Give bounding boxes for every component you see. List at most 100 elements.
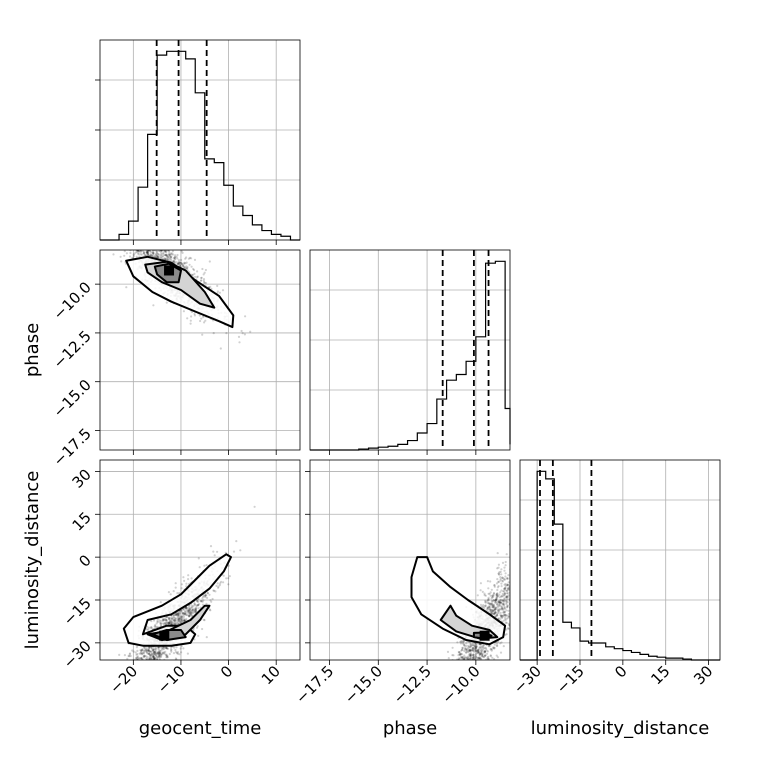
y-axis-title-phase: phase <box>22 323 43 377</box>
sample-point <box>185 606 188 610</box>
sample-point <box>177 259 181 262</box>
sample-point <box>524 541 526 543</box>
sample-point <box>505 601 508 604</box>
sample-point <box>160 653 163 656</box>
sample-point <box>179 615 182 618</box>
sample-point <box>501 579 504 582</box>
sample-point <box>487 655 490 658</box>
sample-point <box>146 251 149 254</box>
sample-point <box>171 241 173 243</box>
density-peak <box>479 630 490 641</box>
sample-point <box>154 244 156 246</box>
sample-point <box>153 651 156 654</box>
sample-point <box>480 652 483 655</box>
sample-point <box>134 665 136 667</box>
sample-point <box>84 198 86 200</box>
sample-point <box>162 619 165 622</box>
sample-point <box>196 599 199 603</box>
sample-point <box>141 246 143 248</box>
sample-point <box>478 657 481 660</box>
sample-point <box>449 662 451 664</box>
sample-point <box>145 650 148 653</box>
sample-point <box>494 614 497 617</box>
sample-point <box>137 250 140 253</box>
sample-point <box>147 688 149 690</box>
sample-point <box>508 624 510 627</box>
sample-point <box>164 250 167 253</box>
sample-point <box>205 564 208 567</box>
sample-point <box>450 711 452 713</box>
sample-point <box>158 657 161 660</box>
sample-point <box>187 609 190 613</box>
sample-point <box>492 606 495 609</box>
sample-point <box>461 667 463 669</box>
sample-point <box>193 312 196 315</box>
sample-point <box>143 654 147 658</box>
sample-point <box>140 250 143 252</box>
sample-point <box>138 667 140 669</box>
sample-point <box>495 654 498 657</box>
sample-point <box>487 592 490 595</box>
sample-point <box>237 335 241 338</box>
sample-point <box>134 236 136 238</box>
sample-point <box>480 661 482 663</box>
sample-point <box>507 609 510 612</box>
sample-point <box>217 585 220 588</box>
sample-point <box>140 686 142 688</box>
sample-point <box>125 252 128 255</box>
sample-point <box>141 690 143 692</box>
sample-point <box>516 557 518 559</box>
sample-point <box>455 713 457 715</box>
sample-point <box>140 679 142 681</box>
sample-point <box>468 648 471 651</box>
sample-point <box>127 247 129 249</box>
sample-point <box>144 647 147 651</box>
sample-point <box>501 614 504 618</box>
sample-point <box>439 712 441 714</box>
sample-point <box>152 248 154 250</box>
sample-point <box>206 592 209 595</box>
sample-point <box>489 580 492 583</box>
sample-point <box>185 609 189 612</box>
sample-point <box>203 619 206 622</box>
sample-point <box>174 618 177 621</box>
sample-point <box>450 672 452 674</box>
sample-point <box>178 261 181 264</box>
sample-point <box>149 653 152 656</box>
sample-point <box>164 248 166 250</box>
sample-point <box>185 267 189 270</box>
sample-point <box>152 655 155 659</box>
sample-point <box>205 594 208 597</box>
sample-point <box>135 653 138 656</box>
sample-point <box>444 678 446 680</box>
sample-point <box>495 598 498 601</box>
sample-point <box>487 596 490 600</box>
sample-point <box>197 603 200 607</box>
panel-plot-area <box>84 198 300 450</box>
sample-point <box>513 559 515 561</box>
sample-point <box>499 613 502 617</box>
sample-point <box>157 250 161 253</box>
sample-point <box>188 615 191 618</box>
sample-point <box>520 580 522 582</box>
sample-point <box>504 617 507 621</box>
sample-point <box>143 241 145 243</box>
x-tick-label-phase: −17.5 <box>292 662 337 707</box>
sample-point <box>507 588 510 591</box>
sample-point <box>148 246 150 248</box>
sample-point <box>161 252 164 255</box>
sample-point <box>199 319 202 323</box>
sample-point <box>173 621 176 624</box>
sample-point <box>188 604 191 607</box>
sample-point <box>493 612 496 615</box>
sample-point <box>136 661 138 663</box>
sample-point <box>156 254 159 257</box>
sample-point <box>135 255 138 258</box>
sample-point <box>452 675 454 677</box>
x-tick-label-luminosity-distance: −30 <box>510 662 545 697</box>
sample-point <box>476 594 479 597</box>
sample-point <box>494 601 497 604</box>
sample-point <box>185 582 188 585</box>
sample-point <box>166 257 169 261</box>
sample-point <box>176 612 179 615</box>
